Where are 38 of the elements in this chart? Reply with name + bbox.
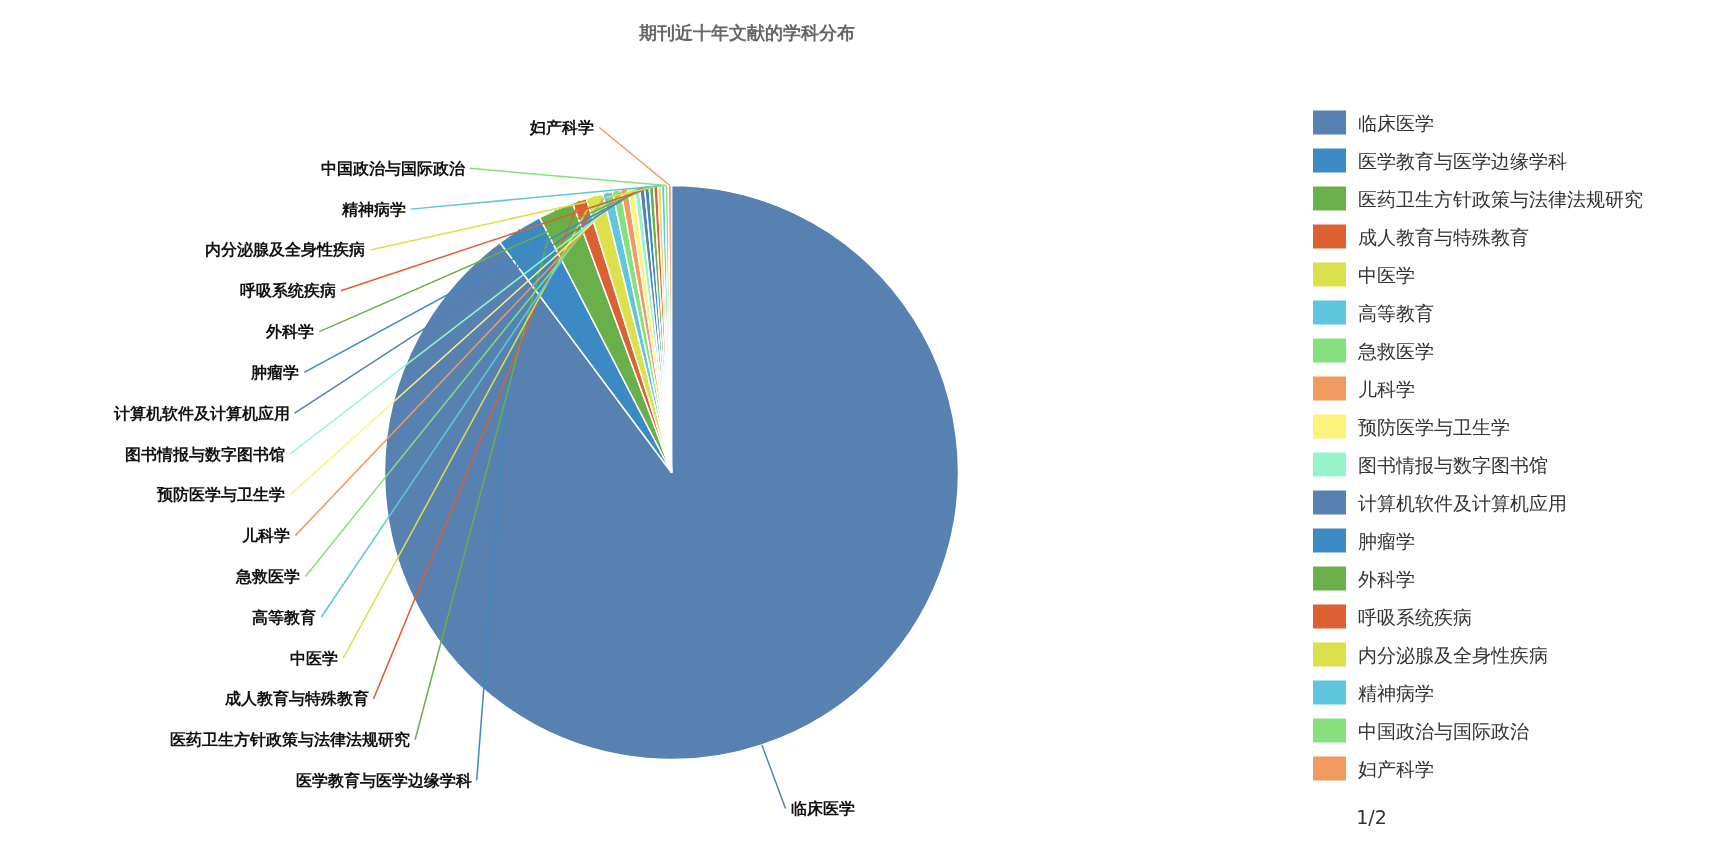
- legend-label: 外科学: [1357, 567, 1415, 590]
- slice-label: 医药卫生方针政策与法律法规研究: [170, 730, 411, 750]
- slice-label: 图书情报与数字图书馆: [124, 444, 285, 464]
- slice-label: 内分泌腺及全身性疾病: [205, 240, 366, 260]
- slice-label: 妇产科学: [529, 118, 595, 137]
- legend-label: 急救医学: [1356, 339, 1434, 362]
- legend-label: 成人教育与特殊教育: [1357, 225, 1529, 248]
- slice-label: 预防医学与卫生学: [156, 485, 286, 505]
- legend-label: 临床医学: [1357, 111, 1434, 134]
- slice-label: 高等教育: [252, 607, 317, 627]
- slice-label: 急救医学: [235, 566, 301, 586]
- slice-label: 呼吸系统疾病: [239, 281, 336, 301]
- legend-label: 肿瘤学: [1357, 529, 1415, 552]
- legend-label: 妇产科学: [1357, 757, 1434, 780]
- legend-label: 呼吸系统疾病: [1357, 605, 1472, 628]
- slice-label: 临床医学: [790, 799, 855, 818]
- slice-label: 肿瘤学: [250, 362, 300, 382]
- slice-label: 成人教育与特殊教育: [223, 689, 369, 709]
- legend-label: 医药卫生方针政策与法律法规研究: [1357, 187, 1643, 210]
- legend-label: 计算机软件及计算机应用: [1357, 491, 1567, 514]
- legend-label: 中国政治与国际政治: [1357, 719, 1529, 742]
- slice-label: 精神病学: [340, 199, 406, 219]
- legend-label: 医学教育与医学边缘学科: [1357, 149, 1567, 172]
- slice-label: 儿科学: [241, 526, 291, 546]
- slice-label: 中医学: [290, 648, 339, 668]
- slice-label: 中国政治与国际政治: [320, 158, 466, 178]
- chart-title: 期刊近十年文献的学科分布: [637, 22, 855, 43]
- legend-label: 内分泌腺及全身性疾病: [1357, 643, 1548, 666]
- legend-label: 图书情报与数字图书馆: [1357, 453, 1548, 476]
- slice-label: 外科学: [265, 322, 315, 342]
- legend-label: 精神病学: [1357, 681, 1434, 704]
- text: 1/2: [1356, 805, 1387, 828]
- legend-label: 高等教育: [1357, 301, 1434, 324]
- slice-label: 计算机软件及计算机应用: [112, 403, 290, 423]
- legend-label: 中医学: [1357, 263, 1415, 286]
- legend-label: 预防医学与卫生学: [1357, 415, 1510, 438]
- slice-label: 医学教育与医学边缘学科: [295, 771, 472, 790]
- legend-label: 儿科学: [1357, 377, 1415, 400]
